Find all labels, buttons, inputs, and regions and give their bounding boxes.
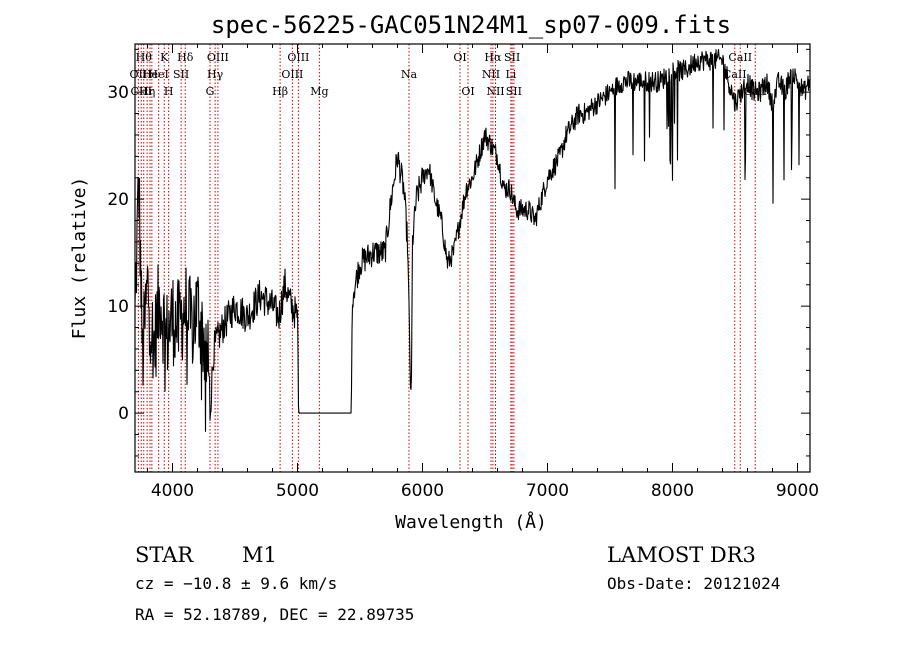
- line-marker-label: HeI: [148, 68, 168, 81]
- class-label: STAR: [135, 543, 194, 567]
- obsdate-text: Obs-Date: 20121024: [607, 574, 780, 593]
- line-marker-label: CaII: [723, 68, 747, 81]
- survey-label: LAMOST DR3: [607, 543, 756, 567]
- y-tick-label: 30: [107, 83, 129, 103]
- line-marker-label: Hθ: [136, 51, 153, 64]
- x-axis-label: Wavelength (Å): [395, 511, 547, 533]
- line-marker-label: OI: [453, 51, 466, 64]
- x-tick-label: 9000: [776, 481, 819, 501]
- line-marker-label: Hβ: [272, 85, 288, 98]
- x-tick-label: 4000: [151, 481, 194, 501]
- x-tick-label: 5000: [276, 481, 319, 501]
- y-axis-label: Flux (relative): [69, 177, 90, 340]
- line-marker-label: OIII: [281, 68, 303, 81]
- line-marker-label: OIII: [287, 51, 309, 64]
- spectral-line-markers: [137, 44, 756, 472]
- x-tick-label: 7000: [526, 481, 569, 501]
- line-marker-label: CIII: [131, 85, 152, 98]
- x-axis-ticks: 4000 5000 6000 7000 8000 9000: [147, 44, 819, 501]
- plot-frame: [134, 43, 811, 473]
- line-marker-label: H: [164, 85, 174, 98]
- x-tick-label: 6000: [401, 481, 444, 501]
- line-marker-label: Hη: [139, 85, 155, 98]
- line-marker-label: Li: [505, 68, 516, 81]
- y-axis-ticks: 0 10 20 30: [107, 48, 810, 457]
- cz-text: cz = −10.8 ± 9.6 km/s: [135, 574, 337, 593]
- x-tick-label: 8000: [651, 481, 694, 501]
- line-marker-label: OI: [461, 85, 474, 98]
- line-marker-label: Hγ: [207, 68, 224, 81]
- line-marker-label: SII: [173, 68, 189, 81]
- line-marker-label: CaII: [743, 85, 767, 98]
- line-marker-label: Mg: [310, 85, 328, 98]
- line-marker-label: Na: [401, 68, 418, 81]
- line-marker-label: NII: [486, 85, 504, 98]
- line-marker-label: SII: [504, 51, 520, 64]
- line-marker-label: He: [142, 68, 158, 81]
- line-marker-label: K: [160, 51, 169, 64]
- line-marker-label: CaII: [728, 51, 752, 64]
- line-marker-label: Hα: [484, 51, 502, 64]
- radec-text: RA = 52.18789, DEC = 22.89735: [135, 605, 414, 624]
- line-marker-label: NII: [482, 68, 500, 81]
- subclass-label: M1: [242, 543, 277, 567]
- y-tick-label: 0: [118, 404, 129, 424]
- line-marker-label: G: [206, 85, 215, 98]
- y-tick-label: 10: [107, 297, 129, 317]
- chart-title: spec-56225-GAC051N24M1_sp07-009.fits: [211, 11, 731, 39]
- line-marker-label: OII: [130, 68, 148, 81]
- line-marker-label: Hδ: [177, 51, 194, 64]
- line-marker-label: SII: [506, 85, 522, 98]
- y-tick-label: 20: [107, 190, 129, 210]
- spectrum-line: [134, 48, 811, 432]
- line-marker-label: OIII: [207, 51, 229, 64]
